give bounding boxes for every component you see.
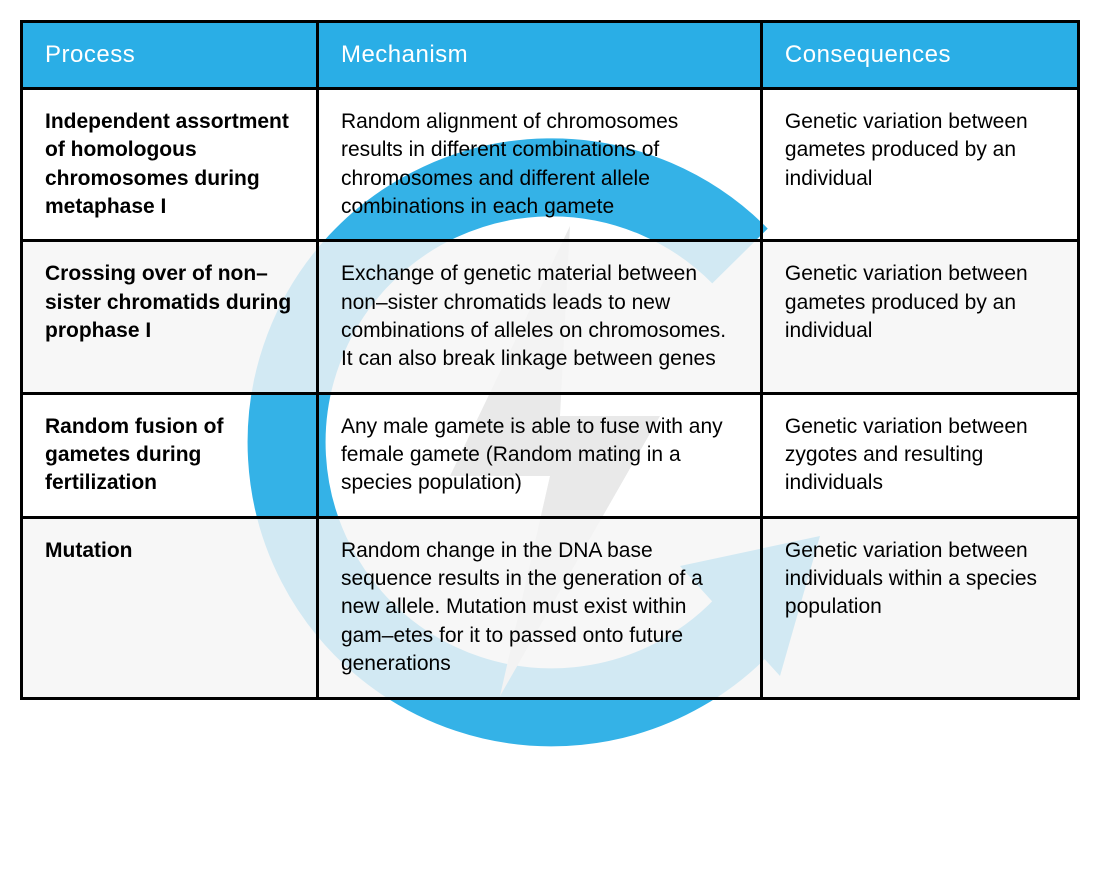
table-row: Random fusion of gametes during fertiliz… — [22, 393, 1079, 517]
cell-consequence: Genetic variation between individuals wi… — [761, 517, 1078, 698]
cell-mechanism: Exchange of genetic material between non… — [317, 241, 761, 393]
header-row: Process Mechanism Consequences — [22, 22, 1079, 89]
cell-consequence: Genetic variation between gametes produc… — [761, 241, 1078, 393]
cell-mechanism: Any male gamete is able to fuse with any… — [317, 393, 761, 517]
col-header-consequences: Consequences — [761, 22, 1078, 89]
cell-process: Independent assortment of homologous chr… — [22, 89, 318, 241]
table-container: Process Mechanism Consequences Independe… — [20, 20, 1080, 872]
cell-mechanism: Random alignment of chromosomes results … — [317, 89, 761, 241]
table-row: Independent assortment of homologous chr… — [22, 89, 1079, 241]
col-header-process: Process — [22, 22, 318, 89]
table-row: Mutation Random change in the DNA base s… — [22, 517, 1079, 698]
cell-mechanism: Random change in the DNA base sequence r… — [317, 517, 761, 698]
cell-process: Crossing over of non–sister chromatids d… — [22, 241, 318, 393]
col-header-mechanism: Mechanism — [317, 22, 761, 89]
cell-process: Random fusion of gametes during fertiliz… — [22, 393, 318, 517]
cell-consequence: Genetic variation between zygotes and re… — [761, 393, 1078, 517]
cell-consequence: Genetic variation between gametes produc… — [761, 89, 1078, 241]
table-row: Crossing over of non–sister chromatids d… — [22, 241, 1079, 393]
cell-process: Mutation — [22, 517, 318, 698]
genetics-table: Process Mechanism Consequences Independe… — [20, 20, 1080, 700]
